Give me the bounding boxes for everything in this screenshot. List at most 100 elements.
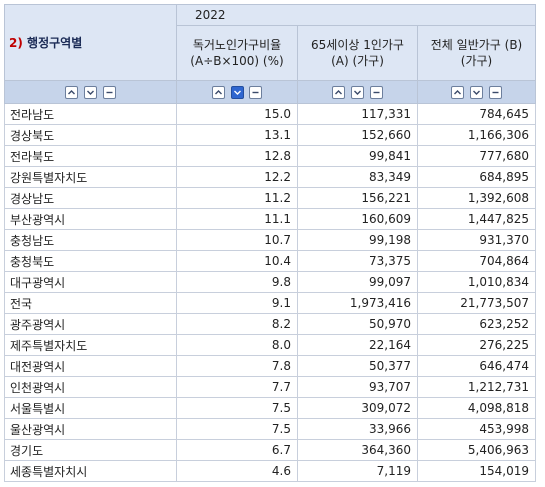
column-header-total-households: 전체 일반가구 (B) (가구) <box>417 25 536 81</box>
region-cell: 강원특별자치도 <box>4 166 177 188</box>
table-row: 세종특별자치시 4.6 7,119 154,019 <box>4 460 536 482</box>
table-row: 전국 9.1 1,973,416 21,773,507 <box>4 292 536 314</box>
total-households-cell: 276,225 <box>417 334 536 356</box>
corner-label: 행정구역별 <box>27 36 83 50</box>
total-households-cell: 1,010,834 <box>417 271 536 293</box>
region-cell: 경상북도 <box>4 124 177 146</box>
region-cell: 제주특별자치도 <box>4 334 177 356</box>
ratio-cell: 7.5 <box>176 418 298 440</box>
region-cell: 경상남도 <box>4 187 177 209</box>
region-cell: 전라남도 <box>4 103 177 125</box>
minus-icon[interactable] <box>102 86 116 99</box>
ratio-cell: 10.7 <box>176 229 298 251</box>
row-header-corner: 2) 행정구역별 <box>4 4 177 81</box>
region-cell: 경기도 <box>4 439 177 461</box>
ratio-cell: 8.0 <box>176 334 298 356</box>
data-table-container: 2) 행정구역별 2022 독거노인가구비율 (A÷B×100) (%) 65세… <box>4 4 536 482</box>
region-cell: 울산광역시 <box>4 418 177 440</box>
elderly-single-cell: 7,119 <box>297 460 418 482</box>
ratio-cell: 7.5 <box>176 397 298 419</box>
ratio-cell: 9.1 <box>176 292 298 314</box>
table-row: 대구광역시 9.8 99,097 1,010,834 <box>4 271 536 293</box>
table-row: 경기도 6.7 364,360 5,406,963 <box>4 439 536 461</box>
region-cell: 부산광역시 <box>4 208 177 230</box>
region-cell: 대구광역시 <box>4 271 177 293</box>
elderly-single-cell: 99,097 <box>297 271 418 293</box>
chevron-down-icon[interactable] <box>470 86 483 99</box>
total-households-sort-controls <box>417 80 536 104</box>
ratio-cell: 9.8 <box>176 271 298 293</box>
minus-icon[interactable] <box>488 86 502 99</box>
ratio-cell: 7.7 <box>176 376 298 398</box>
table-row: 인천광역시 7.7 93,707 1,212,731 <box>4 376 536 398</box>
column-header-ratio: 독거노인가구비율 (A÷B×100) (%) <box>176 25 298 81</box>
stat-table: 2) 행정구역별 2022 독거노인가구비율 (A÷B×100) (%) 65세… <box>4 4 536 482</box>
table-row: 전라북도 12.8 99,841 777,680 <box>4 145 536 167</box>
total-households-cell: 623,252 <box>417 313 536 335</box>
ratio-cell: 15.0 <box>176 103 298 125</box>
chevron-down-icon[interactable] <box>230 86 244 99</box>
table-row: 부산광역시 11.1 160,609 1,447,825 <box>4 208 536 230</box>
elderly-single-cell: 83,349 <box>297 166 418 188</box>
table-row: 전라남도 15.0 117,331 784,645 <box>4 103 536 125</box>
total-households-cell: 784,645 <box>417 103 536 125</box>
minus-icon[interactable] <box>369 86 383 99</box>
elderly-single-cell: 309,072 <box>297 397 418 419</box>
chevron-down-icon[interactable] <box>351 86 364 99</box>
ratio-cell: 12.8 <box>176 145 298 167</box>
ratio-cell: 7.8 <box>176 355 298 377</box>
table-row: 서울특별시 7.5 309,072 4,098,818 <box>4 397 536 419</box>
total-households-cell: 777,680 <box>417 145 536 167</box>
region-cell: 충청남도 <box>4 229 177 251</box>
chevron-down-icon[interactable] <box>84 86 97 99</box>
total-households-cell: 931,370 <box>417 229 536 251</box>
table-row: 광주광역시 8.2 50,970 623,252 <box>4 313 536 335</box>
chevron-up-icon[interactable] <box>211 86 225 99</box>
region-cell: 전국 <box>4 292 177 314</box>
total-households-cell: 1,166,306 <box>417 124 536 146</box>
elderly-single-cell: 152,660 <box>297 124 418 146</box>
column-header-elderly-single: 65세이상 1인가구 (A) (가구) <box>297 25 418 81</box>
elderly-single-cell: 117,331 <box>297 103 418 125</box>
ratio-cell: 6.7 <box>176 439 298 461</box>
total-households-cell: 154,019 <box>417 460 536 482</box>
elderly-single-sort-controls <box>297 80 418 104</box>
total-households-cell: 4,098,818 <box>417 397 536 419</box>
elderly-single-cell: 156,221 <box>297 187 418 209</box>
chevron-up-icon[interactable] <box>332 86 346 99</box>
region-cell: 대전광역시 <box>4 355 177 377</box>
ratio-cell: 11.2 <box>176 187 298 209</box>
elderly-single-cell: 50,970 <box>297 313 418 335</box>
total-households-cell: 453,998 <box>417 418 536 440</box>
table-row: 울산광역시 7.5 33,966 453,998 <box>4 418 536 440</box>
table-body: 전라남도 15.0 117,331 784,645 경상북도 13.1 152,660 1,1… <box>4 103 536 482</box>
row-sort-controls <box>4 80 177 104</box>
table-row: 충청북도 10.4 73,375 704,864 <box>4 250 536 272</box>
chevron-up-icon[interactable] <box>451 86 465 99</box>
elderly-single-cell: 93,707 <box>297 376 418 398</box>
elderly-single-cell: 50,377 <box>297 355 418 377</box>
chevron-up-icon[interactable] <box>65 86 79 99</box>
region-cell: 인천광역시 <box>4 376 177 398</box>
table-row: 대전광역시 7.8 50,377 646,474 <box>4 355 536 377</box>
year-header: 2022 <box>176 4 536 26</box>
minus-icon[interactable] <box>249 86 263 99</box>
elderly-single-cell: 22,164 <box>297 334 418 356</box>
elderly-single-cell: 33,966 <box>297 418 418 440</box>
total-households-cell: 684,895 <box>417 166 536 188</box>
ratio-cell: 10.4 <box>176 250 298 272</box>
elderly-single-cell: 1,973,416 <box>297 292 418 314</box>
region-cell: 광주광역시 <box>4 313 177 335</box>
table-row: 충청남도 10.7 99,198 931,370 <box>4 229 536 251</box>
region-cell: 서울특별시 <box>4 397 177 419</box>
ratio-cell: 11.1 <box>176 208 298 230</box>
table-row: 경상남도 11.2 156,221 1,392,608 <box>4 187 536 209</box>
ratio-cell: 13.1 <box>176 124 298 146</box>
total-households-cell: 1,212,731 <box>417 376 536 398</box>
region-cell: 세종특별자치시 <box>4 460 177 482</box>
table-row: 강원특별자치도 12.2 83,349 684,895 <box>4 166 536 188</box>
elderly-single-cell: 160,609 <box>297 208 418 230</box>
ratio-sort-controls <box>176 80 298 104</box>
region-cell: 충청북도 <box>4 250 177 272</box>
ratio-cell: 4.6 <box>176 460 298 482</box>
